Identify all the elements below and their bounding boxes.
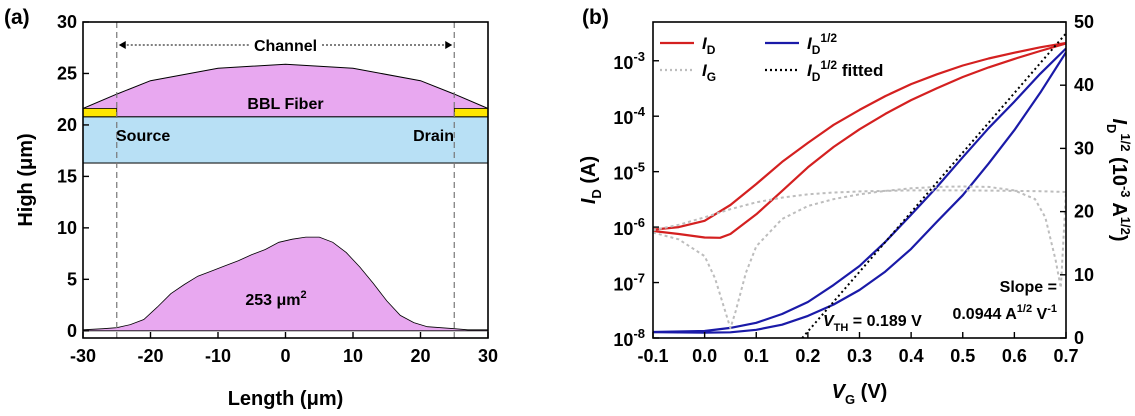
series-i-d-forward (653, 41, 1066, 231)
substrate (82, 116, 489, 164)
legend-label: ID1/2 (807, 31, 837, 57)
x-tick-label: -30 (70, 346, 96, 366)
x-tick-label: -0.1 (637, 346, 668, 366)
y2-tick-label: 0 (1074, 328, 1084, 348)
channel-arrowhead-left (118, 41, 126, 49)
panel-a-ticks: -30 -20 -10 0 10 20 30 0 5 10 15 20 25 30 (57, 12, 498, 366)
x-tick-label: 0.5 (950, 346, 975, 366)
y-tick-label: 30 (57, 12, 77, 32)
y2-tick-label: 40 (1074, 75, 1094, 95)
x-tick-label: 0.6 (1002, 346, 1027, 366)
series-i-g-reverse (653, 185, 1066, 330)
series-i-g-forward (653, 189, 1066, 232)
legend-label: ID (702, 34, 716, 57)
y-tick-label: 15 (57, 166, 77, 186)
series-i-d-1-2-reverse (653, 51, 1066, 334)
y-tick-label: 10 (57, 218, 77, 238)
y-tick-label: 0 (67, 321, 77, 341)
panel-b-ticks: -0.1 0.0 0.1 0.2 0.3 0.4 0.5 0.6 0.7 10-8 10-7 10-6… (613, 12, 1094, 366)
x-tick-label: 0.3 (847, 346, 872, 366)
x-tick-label: 0 (280, 346, 290, 366)
series-i-d-1-2-forward (653, 47, 1066, 334)
panel-a-fills (82, 22, 489, 338)
panel-b-label: (b) (582, 6, 609, 29)
y-tick-label: 10-3 (613, 49, 645, 73)
y-tick-label: 10-5 (613, 160, 645, 184)
panel-b-xlabel: VG (V) (832, 381, 888, 407)
cross-section-area (82, 236, 489, 332)
series-i-d-1-2-fitted (801, 32, 1066, 338)
series-i-d-reverse (653, 42, 1066, 239)
slope-line-1: Slope = (1000, 279, 1057, 296)
y-tick-label: 10-4 (613, 104, 645, 128)
vth-label: VTH = 0.189 V (823, 313, 922, 334)
legend-label: IG (702, 61, 716, 84)
y-tick-label: 25 (57, 63, 77, 83)
channel-label: Channel (254, 38, 317, 55)
panel-b: (b) -0.1 0.0 0.1 0.2 0.3 0.4 0.5 0.6 0.7 10-8 10-7… (578, 6, 1133, 407)
panel-b-legend: ID ID1/2 IG ID1/2 fitted (660, 31, 883, 84)
y-tick-label: 10-8 (613, 326, 645, 350)
panel-a-ylabel: High (μm) (15, 133, 37, 226)
legend-label: ID1/2 fitted (807, 58, 883, 84)
y-tick-label: 10-7 (613, 271, 645, 295)
x-tick-label: 0.1 (744, 346, 769, 366)
area-label: 253 μm2 (245, 289, 306, 309)
panel-a-annotations: Channel BBL Fiber Source Drain 253 μm2 (116, 38, 454, 309)
panel-b-annotations: Slope = 0.0944 A1/2 V-1 VTH = 0.189 V (823, 279, 1057, 334)
y2-tick-label: 20 (1074, 202, 1094, 222)
y-tick-label: 20 (57, 115, 77, 135)
panel-b-series (653, 32, 1066, 338)
y2-tick-label: 30 (1074, 138, 1094, 158)
panel-a-xlabel: Length (μm) (228, 388, 344, 410)
drain-electrode-top (453, 108, 489, 118)
panel-a-label: (a) (4, 6, 30, 29)
drain-label: Drain (413, 128, 454, 145)
y2-tick-label: 50 (1074, 12, 1094, 32)
source-electrode-top (82, 108, 118, 118)
x-tick-label: 10 (343, 346, 363, 366)
x-tick-label: -10 (205, 346, 231, 366)
panel-b-ylabel: ID (A) (578, 156, 604, 204)
channel-arrowhead-right (445, 41, 453, 49)
fiber-label: BBL Fiber (247, 96, 323, 113)
x-tick-label: 0.0 (692, 346, 717, 366)
x-tick-label: 20 (410, 346, 430, 366)
x-tick-label: 0.2 (795, 346, 820, 366)
x-tick-label: 0.4 (899, 346, 924, 366)
y-tick-label: 5 (67, 269, 77, 289)
y-tick-label: 10-6 (613, 215, 645, 239)
x-tick-label: -20 (137, 346, 163, 366)
y2-tick-label: 10 (1074, 265, 1094, 285)
panel-a: (a) -30 -20 -10 0 10 20 30 0 5 10 15 20 25 30 Channel… (4, 6, 498, 410)
panel-b-y2label: ID1/2 (10-3 A1/2) (1104, 118, 1133, 241)
x-tick-label: 30 (478, 346, 498, 366)
slope-line-2: 0.0944 A1/2 V-1 (952, 303, 1057, 323)
source-label: Source (116, 128, 170, 145)
x-tick-label: 0.7 (1053, 346, 1078, 366)
